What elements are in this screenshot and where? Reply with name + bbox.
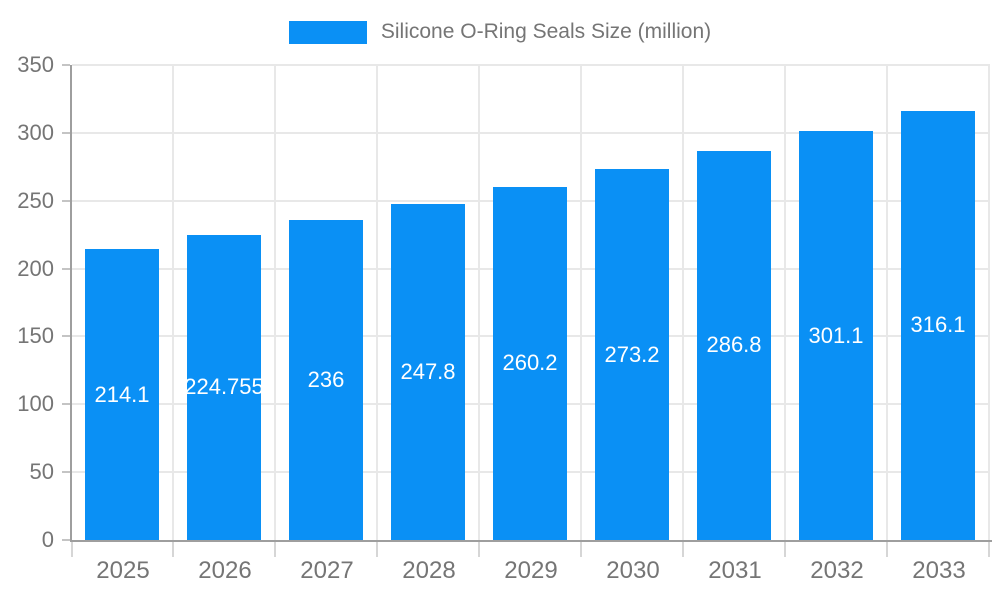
bar-value-label: 316.1	[910, 312, 966, 338]
bar-2032[interactable]: 301.1	[799, 131, 873, 540]
bar-2027[interactable]: 236	[289, 219, 363, 540]
y-axis-label: 200	[17, 255, 54, 281]
legend[interactable]: Silicone O-Ring Seals Size (million)	[0, 19, 1000, 45]
gridline-v	[172, 65, 174, 540]
y-axis-tick	[62, 539, 70, 541]
bar-2030[interactable]: 273.2	[595, 169, 669, 540]
gridline-v	[784, 65, 786, 540]
x-axis-tick	[172, 542, 174, 557]
bar-2033[interactable]: 316.1	[901, 111, 975, 540]
y-axis-tick	[62, 64, 70, 66]
x-axis-label-2026: 2026	[198, 557, 252, 584]
bar-value-label: 236	[307, 366, 345, 392]
y-axis-line	[70, 65, 72, 542]
gridline-v	[988, 65, 990, 540]
bar-value-label: 273.2	[604, 341, 660, 367]
gridline-v	[478, 65, 480, 540]
y-axis-tick	[62, 199, 70, 202]
y-axis-label: 250	[17, 187, 54, 213]
y-axis-label: 50	[29, 459, 54, 485]
x-axis-tick	[274, 542, 276, 557]
bar-2031[interactable]: 286.8	[697, 150, 771, 540]
x-axis-label-2027: 2027	[300, 557, 354, 584]
gridline-v	[886, 65, 888, 540]
x-axis-tick	[886, 542, 888, 557]
y-axis-label: 350	[17, 52, 54, 77]
x-axis-label-2025: 2025	[96, 557, 150, 584]
gridline-h	[72, 64, 990, 66]
x-axis-tick	[376, 542, 378, 557]
legend-label: Silicone O-Ring Seals Size (million)	[380, 20, 712, 43]
bar-value-label: 286.8	[706, 332, 762, 358]
y-axis-label: 300	[17, 119, 54, 145]
y-axis-tick	[62, 471, 70, 474]
bar-2029[interactable]: 260.2	[493, 186, 567, 540]
y-axis-label: 0	[41, 527, 54, 552]
x-axis-tick	[988, 542, 990, 557]
bar-value-label: 214.1	[94, 381, 150, 407]
gridline-h	[72, 131, 990, 134]
y-axis-label: 100	[17, 391, 54, 417]
x-axis-line	[70, 540, 992, 542]
x-axis-label-2028: 2028	[402, 557, 456, 584]
y-axis-tick	[62, 403, 70, 406]
x-axis-tick	[478, 542, 480, 557]
y-axis-tick	[62, 267, 70, 270]
bar-2025[interactable]: 214.1	[85, 249, 159, 540]
y-axis-tick	[62, 335, 70, 338]
y-axis-label: 150	[17, 323, 54, 349]
bar-2026[interactable]: 224.755	[184, 234, 264, 540]
legend-swatch	[288, 20, 367, 44]
x-axis-label-2031: 2031	[708, 557, 762, 584]
x-axis-label-2033: 2033	[912, 557, 966, 584]
gridline-v	[274, 65, 276, 540]
x-axis-label-2030: 2030	[606, 557, 660, 584]
x-axis-tick	[784, 542, 786, 557]
x-axis-label-2032: 2032	[810, 557, 864, 584]
bar-value-label: 260.2	[502, 350, 558, 376]
bar-2028[interactable]: 247.8	[391, 203, 465, 540]
x-axis-tick	[71, 542, 73, 557]
gridline-v	[376, 65, 378, 540]
bar-value-label: 301.1	[808, 322, 864, 348]
gridline-v	[580, 65, 582, 540]
x-axis-tick	[580, 542, 582, 557]
x-axis-tick	[682, 542, 684, 557]
bar-value-label: 247.8	[400, 358, 456, 384]
gridline-v	[682, 65, 684, 540]
x-axis-label-2029: 2029	[504, 557, 558, 584]
bar-value-label: 224.755	[184, 374, 264, 400]
y-axis-tick	[62, 131, 70, 134]
